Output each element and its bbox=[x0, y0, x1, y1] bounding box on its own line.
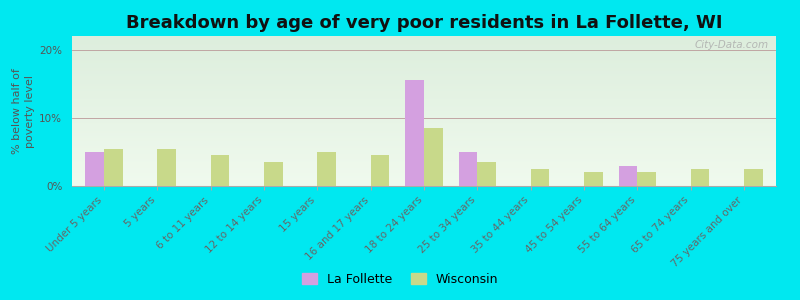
Bar bbox=[406, 80, 424, 186]
Text: City-Data.com: City-Data.com bbox=[695, 40, 769, 50]
Bar bbox=[104, 148, 122, 186]
Bar bbox=[210, 155, 230, 186]
Bar bbox=[158, 148, 176, 186]
Bar bbox=[690, 169, 710, 186]
Bar bbox=[584, 172, 602, 186]
Y-axis label: % below half of
poverty level: % below half of poverty level bbox=[12, 68, 35, 154]
Bar bbox=[638, 172, 656, 186]
Bar bbox=[478, 162, 496, 186]
Bar bbox=[424, 128, 442, 186]
Bar bbox=[86, 152, 104, 186]
Bar bbox=[530, 169, 550, 186]
Bar bbox=[264, 162, 282, 186]
Title: Breakdown by age of very poor residents in La Follette, WI: Breakdown by age of very poor residents … bbox=[126, 14, 722, 32]
Bar bbox=[318, 152, 336, 186]
Bar bbox=[458, 152, 478, 186]
Bar bbox=[618, 166, 638, 186]
Bar bbox=[370, 155, 390, 186]
Legend: La Follette, Wisconsin: La Follette, Wisconsin bbox=[297, 268, 503, 291]
Bar bbox=[744, 169, 762, 186]
